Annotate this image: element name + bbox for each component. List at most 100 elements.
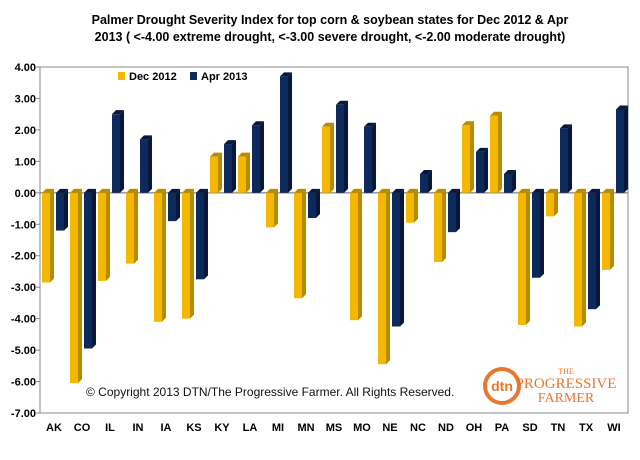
- bar-front-face: [224, 144, 232, 193]
- bar-side-face: [386, 188, 390, 365]
- bar-side-face: [64, 188, 68, 231]
- logo-the-text: THE: [558, 367, 574, 376]
- bar-front-face: [588, 192, 596, 310]
- y-tick-label: 3.00: [15, 93, 36, 105]
- y-tick-label: -6.00: [11, 377, 36, 389]
- bar-front-face: [476, 151, 484, 193]
- logo-farmer-text: FARMER: [538, 391, 595, 406]
- x-tick-label: WI: [607, 422, 620, 434]
- bar-side-face: [442, 188, 446, 263]
- x-tick-label: CO: [74, 422, 91, 434]
- bar-apr-2013: [420, 169, 432, 193]
- bar-dec-2012: [574, 188, 586, 327]
- bar-side-face: [50, 188, 54, 283]
- bar-top-face: [322, 122, 334, 127]
- bar-side-face: [106, 188, 110, 281]
- legend-swatch: [118, 72, 125, 80]
- bar-side-face: [302, 188, 306, 299]
- bar-apr-2013: [560, 124, 572, 193]
- bar-apr-2013: [532, 188, 544, 278]
- legend-swatch: [190, 72, 197, 80]
- bar-apr-2013: [616, 105, 628, 193]
- bar-top-face: [84, 188, 96, 193]
- bar-side-face: [624, 105, 628, 193]
- bar-dec-2012: [182, 188, 194, 319]
- bar-dec-2012: [434, 188, 446, 263]
- bar-front-face: [490, 115, 498, 193]
- bar-dec-2012: [378, 188, 390, 365]
- bar-front-face: [602, 192, 610, 270]
- bar-front-face: [448, 192, 456, 233]
- bar-side-face: [470, 121, 474, 193]
- bar-apr-2013: [252, 121, 264, 193]
- x-tick-label: MO: [353, 422, 371, 434]
- x-tick-label: IN: [133, 422, 144, 434]
- x-tick-label: TX: [579, 422, 594, 434]
- bar-front-face: [392, 192, 400, 327]
- bar-front-face: [238, 156, 246, 193]
- bar-top-face: [336, 100, 348, 105]
- bar-side-face: [596, 188, 600, 310]
- bar-side-face: [414, 188, 418, 223]
- bar-front-face: [98, 192, 106, 281]
- bar-top-face: [532, 188, 544, 193]
- bar-side-face: [484, 147, 488, 193]
- bar-dec-2012: [98, 188, 110, 281]
- bar-front-face: [378, 192, 386, 365]
- bar-top-face: [112, 110, 124, 115]
- bar-apr-2013: [364, 122, 376, 193]
- bar-top-face: [602, 188, 614, 193]
- bar-apr-2013: [504, 169, 516, 193]
- bar-dec-2012: [406, 188, 418, 223]
- bar-dec-2012: [154, 188, 166, 322]
- bar-dec-2012: [294, 188, 306, 299]
- bar-dec-2012: [546, 188, 558, 217]
- x-tick-label: ND: [438, 422, 454, 434]
- bar-apr-2013: [56, 188, 68, 231]
- bar-top-face: [196, 188, 208, 193]
- bar-front-face: [182, 192, 190, 319]
- bar-side-face: [288, 72, 292, 193]
- bar-top-face: [98, 188, 110, 193]
- bar-front-face: [504, 173, 512, 193]
- bar-side-face: [204, 188, 208, 280]
- bar-dec-2012: [602, 188, 614, 270]
- bar-front-face: [252, 125, 260, 193]
- bar-top-face: [476, 147, 488, 152]
- bar-side-face: [512, 169, 516, 193]
- dtn-logo-icon: dtn THE PROGRESSIVE FARMER: [483, 367, 616, 406]
- bar-side-face: [540, 188, 544, 278]
- bar-front-face: [406, 192, 414, 223]
- bar-top-face: [252, 121, 264, 126]
- chart-title: Palmer Drought Severity Index for top co…: [40, 12, 620, 46]
- y-tick-label: 1.00: [15, 156, 36, 168]
- bar-side-face: [400, 188, 404, 327]
- bar-side-face: [78, 188, 82, 384]
- bar-side-face: [260, 121, 264, 193]
- bar-front-face: [210, 156, 218, 193]
- bar-top-face: [56, 188, 68, 193]
- bar-top-face: [588, 188, 600, 193]
- x-tick-label: LA: [243, 422, 258, 434]
- x-tick-label: KS: [186, 422, 201, 434]
- bar-dec-2012: [42, 188, 54, 283]
- bar-side-face: [330, 122, 334, 193]
- bar-top-face: [280, 72, 292, 77]
- bar-dec-2012: [462, 121, 474, 193]
- bar-apr-2013: [336, 100, 348, 193]
- bar-apr-2013: [196, 188, 208, 280]
- bar-apr-2013: [140, 135, 152, 193]
- x-tick-label: MI: [272, 422, 284, 434]
- bar-top-face: [126, 188, 138, 193]
- chart-title-line-2: 2013 ( <-4.00 extreme drought, <-3.00 se…: [94, 30, 566, 44]
- bar-top-face: [182, 188, 194, 193]
- bar-apr-2013: [392, 188, 404, 327]
- bar-side-face: [568, 124, 572, 193]
- bar-top-face: [266, 188, 278, 193]
- bar-top-face: [406, 188, 418, 193]
- bar-side-face: [246, 152, 250, 193]
- bar-dec-2012: [322, 122, 334, 193]
- plot-area-frame: [39, 66, 629, 414]
- bar-top-face: [168, 188, 180, 193]
- bar-top-face: [42, 188, 54, 193]
